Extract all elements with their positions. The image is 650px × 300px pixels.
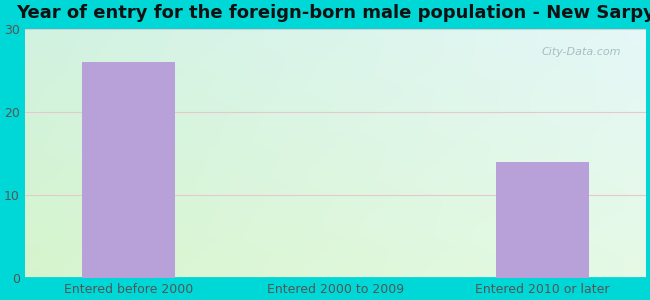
Bar — [496, 162, 589, 278]
Title: Year of entry for the foreign-born male population - New Sarpy: Year of entry for the foreign-born male … — [16, 4, 650, 22]
Text: City-Data.com: City-Data.com — [541, 47, 621, 57]
Bar — [82, 62, 175, 278]
